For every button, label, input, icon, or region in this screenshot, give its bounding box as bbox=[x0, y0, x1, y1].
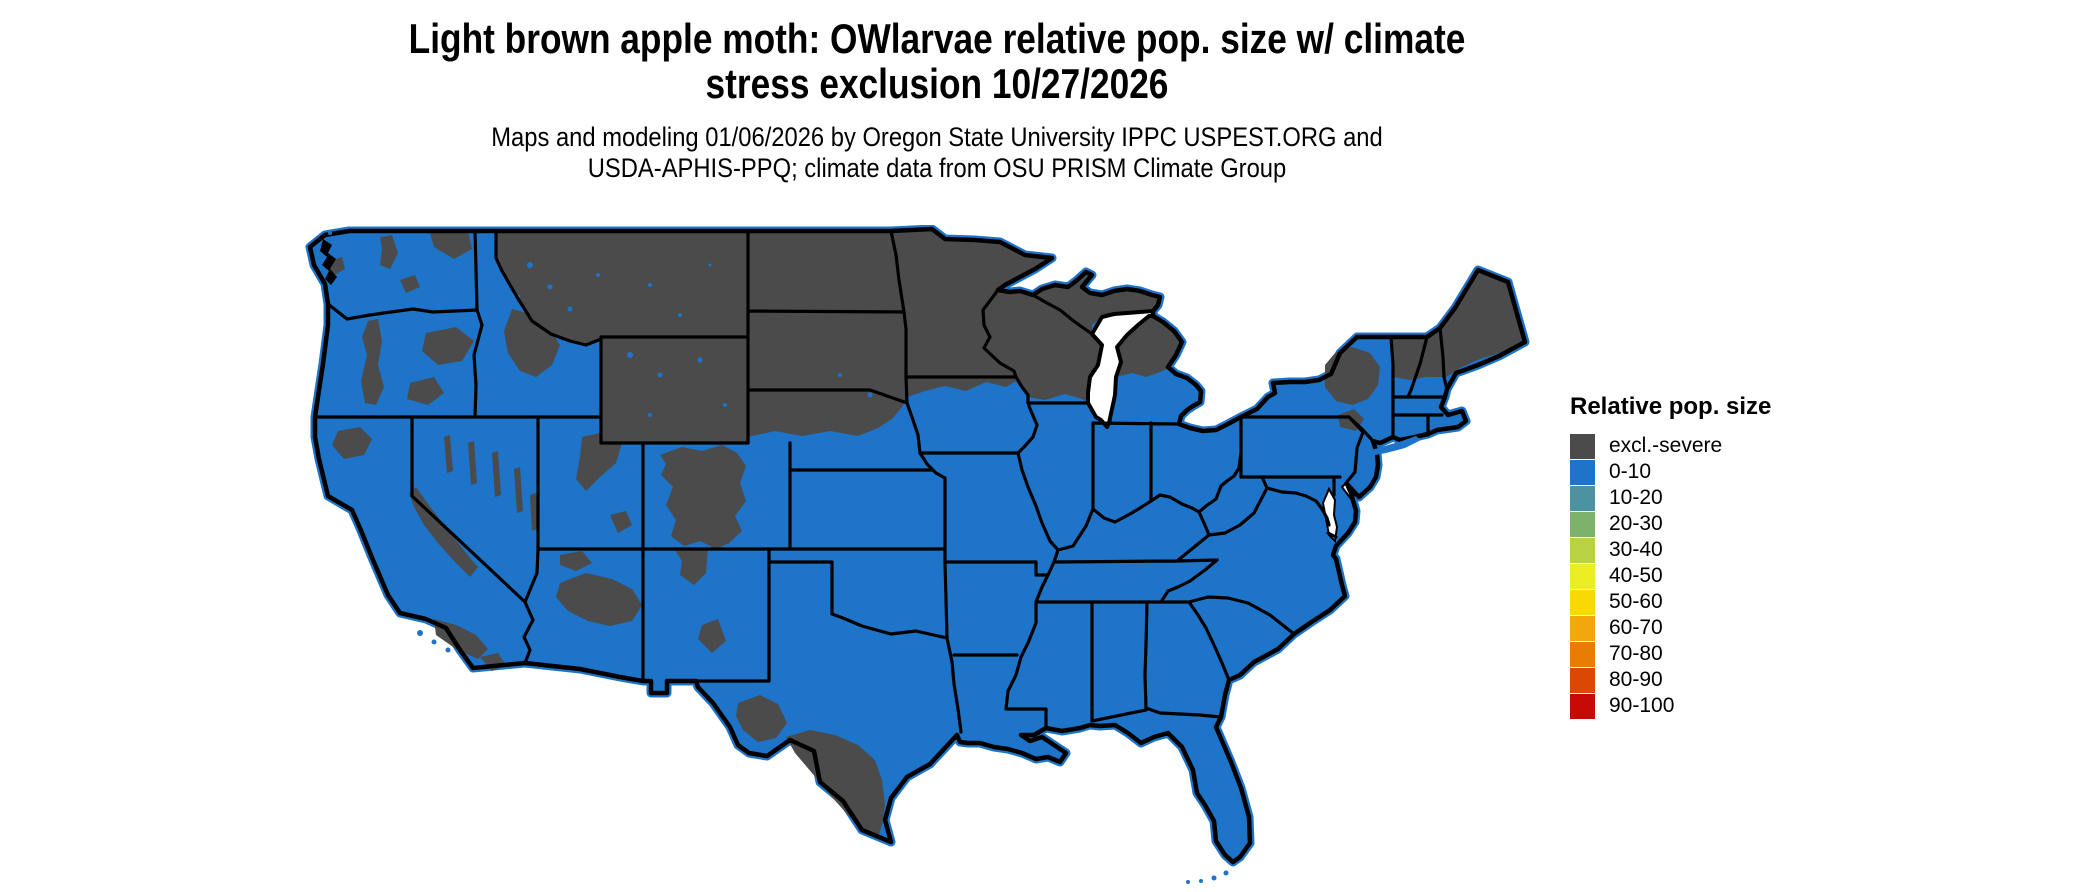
legend-row: 40-50 bbox=[1570, 563, 1870, 589]
legend-swatch-60-70 bbox=[1570, 615, 1595, 641]
map-excluded-regions bbox=[327, 229, 1525, 837]
legend-swatch-10-20 bbox=[1570, 485, 1595, 511]
legend-row: 60-70 bbox=[1570, 615, 1870, 641]
legend-swatch-30-40 bbox=[1570, 537, 1595, 563]
legend-label: 40-50 bbox=[1609, 564, 1663, 587]
map-title: Light brown apple moth: OWlarvae relativ… bbox=[0, 16, 1874, 106]
chesapeake-bay bbox=[1321, 486, 1339, 544]
islands bbox=[328, 231, 1421, 884]
legend-swatch-0-10 bbox=[1570, 459, 1595, 485]
legend-swatch-20-30 bbox=[1570, 511, 1595, 537]
legend-row: 70-80 bbox=[1570, 641, 1870, 667]
legend-row: 10-20 bbox=[1570, 485, 1870, 511]
map-subtitle-line1: Maps and modeling 01/06/2026 by Oregon S… bbox=[491, 122, 1383, 152]
national-outline bbox=[307, 226, 1528, 865]
legend-row: 20-30 bbox=[1570, 511, 1870, 537]
legend-row: 0-10 bbox=[1570, 459, 1870, 485]
legend-row: 30-40 bbox=[1570, 537, 1870, 563]
legend-row: 50-60 bbox=[1570, 589, 1870, 615]
legend-label: 50-60 bbox=[1609, 590, 1663, 613]
legend-swatch-90-100 bbox=[1570, 693, 1595, 719]
map-valley-speckles bbox=[516, 262, 873, 417]
legend-row: 80-90 bbox=[1570, 667, 1870, 693]
us-map bbox=[230, 225, 1560, 892]
legend-label: 90-100 bbox=[1609, 694, 1675, 717]
map-subtitle: Maps and modeling 01/06/2026 by Oregon S… bbox=[0, 122, 1874, 184]
legend-swatch-50-60 bbox=[1570, 589, 1595, 615]
map-subtitle-line2: USDA-APHIS-PPQ; climate data from OSU PR… bbox=[587, 153, 1287, 183]
map-title-line1: Light brown apple moth: OWlarvae relativ… bbox=[408, 15, 1466, 62]
legend-swatch-excl-severe bbox=[1570, 433, 1595, 459]
legend-label: 60-70 bbox=[1609, 616, 1663, 639]
legend-label: 30-40 bbox=[1609, 538, 1663, 561]
legend-title: Relative pop. size bbox=[1570, 393, 1772, 420]
legend-label: 10-20 bbox=[1609, 486, 1663, 509]
puget-sound bbox=[320, 239, 337, 285]
legend-label: 80-90 bbox=[1609, 668, 1663, 691]
map-title-line2: stress exclusion 10/27/2026 bbox=[705, 60, 1169, 107]
lake-michigan bbox=[1086, 309, 1155, 429]
legend-row: excl.-severe bbox=[1570, 433, 1870, 459]
legend-swatch-40-50 bbox=[1570, 563, 1595, 589]
legend-label: 70-80 bbox=[1609, 642, 1663, 665]
legend-label: 0-10 bbox=[1609, 460, 1652, 483]
legend-swatch-80-90 bbox=[1570, 667, 1595, 693]
legend: Relative pop. size excl.-severe 0-10 10-… bbox=[1570, 393, 1870, 719]
legend-row: 90-100 bbox=[1570, 693, 1870, 719]
us-map-svg bbox=[305, 225, 1530, 884]
legend-label: excl.-severe bbox=[1609, 434, 1723, 457]
legend-swatch-70-80 bbox=[1570, 641, 1595, 667]
legend-label: 20-30 bbox=[1609, 512, 1663, 535]
state-borders bbox=[313, 229, 1449, 734]
